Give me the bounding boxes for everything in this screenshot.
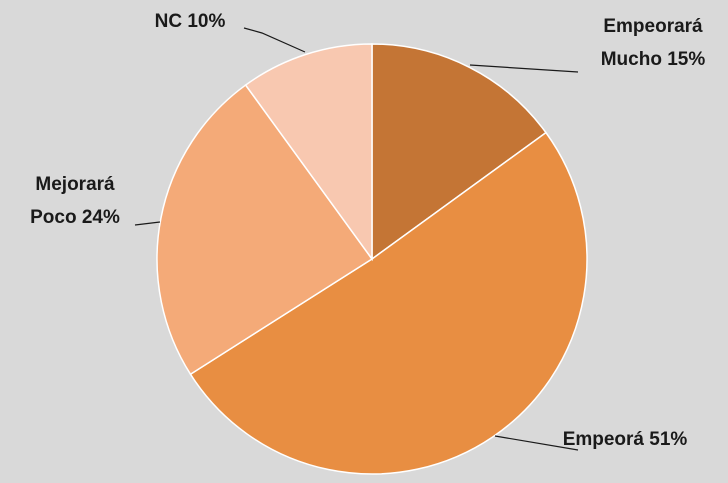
slices: [156, 43, 588, 475]
slice-label: Empeorá 51%: [560, 423, 690, 456]
leader-line: [243, 27, 306, 53]
pie-slice: [156, 84, 374, 376]
category-name: Mejorará Poco: [30, 174, 115, 228]
leader-line: [469, 64, 579, 73]
value-label: 51%: [649, 429, 688, 450]
value-label: 15%: [667, 49, 706, 70]
value-label: 24%: [81, 207, 120, 228]
slice-label: Empeorará Mucho 15%: [578, 10, 728, 76]
leader-line: [494, 435, 579, 451]
pie-slice: [189, 131, 588, 475]
slice-label: Mejorará Poco 24%: [10, 168, 140, 234]
pie-slice: [244, 43, 373, 262]
value-label: 10%: [187, 11, 226, 32]
category-name: NC: [154, 11, 183, 32]
category-name: Empeorá: [562, 429, 644, 450]
slice-label: NC 10%: [130, 5, 250, 38]
category-name: Empeorará Mucho: [600, 16, 703, 70]
pie-slice: [371, 43, 547, 261]
leader-line: [134, 221, 161, 226]
